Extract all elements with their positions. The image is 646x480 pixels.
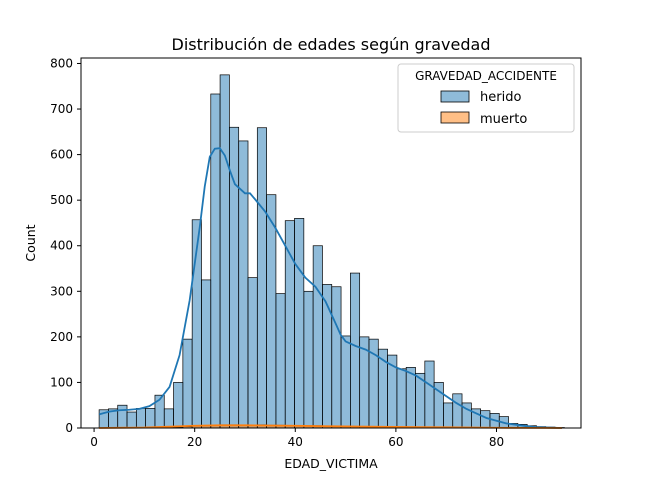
bar-herido-19 <box>275 293 286 429</box>
y-tick-label: 600 <box>50 148 73 162</box>
bar-herido-17 <box>256 127 267 429</box>
bar-herido-35 <box>424 360 435 429</box>
bar-herido-2 <box>117 404 128 429</box>
x-axis: 0 20 40 60 80 <box>90 428 504 449</box>
bar-herido-23 <box>312 245 323 429</box>
bar-herido-18 <box>266 194 277 429</box>
y-tick-label: 100 <box>50 375 73 389</box>
y-axis: 0 100 200 300 400 500 600 700 800 <box>50 56 81 435</box>
bar-herido-15 <box>238 140 249 429</box>
legend: GRAVEDAD_ACCIDENTE herido muerto <box>397 63 575 133</box>
bar-herido-33 <box>405 367 416 429</box>
y-tick-label: 700 <box>50 102 73 116</box>
legend-title: GRAVEDAD_ACCIDENTE <box>415 69 557 83</box>
bar-herido-7 <box>163 408 174 429</box>
kde-line-herido <box>98 147 562 429</box>
bar-herido-32 <box>396 368 407 429</box>
bar-herido-21 <box>294 218 305 429</box>
y-tick-label: 200 <box>50 330 73 344</box>
bar-herido-22 <box>303 290 314 429</box>
legend-label-muerto: muerto <box>480 112 527 127</box>
bar-herido-16 <box>247 277 258 429</box>
bar-herido-11 <box>201 279 212 429</box>
bar-herido-9 <box>182 338 193 429</box>
axes-frame <box>80 57 582 429</box>
y-tick-label: 300 <box>50 284 73 298</box>
bar-herido-4 <box>135 408 146 429</box>
bar-herido-8 <box>173 382 184 429</box>
y-tick-label: 800 <box>50 56 73 70</box>
bar-herido-3 <box>126 411 137 429</box>
x-tick-label: 0 <box>90 435 98 449</box>
y-tick-label: 400 <box>50 239 73 253</box>
x-tick-label: 20 <box>187 435 202 449</box>
x-axis-label: EDAD_VICTIMA <box>284 456 378 471</box>
legend-swatch-muerto <box>440 111 470 124</box>
bar-herido-5 <box>145 408 156 429</box>
bar-herido-26 <box>340 335 351 429</box>
legend-swatch-herido <box>440 90 470 103</box>
bar-herido-13 <box>219 74 230 429</box>
bar-herido-27 <box>350 272 361 429</box>
y-tick-label: 500 <box>50 193 73 207</box>
chart-title: Distribución de edades según gravedad <box>172 35 491 54</box>
bar-herido-38 <box>452 393 463 429</box>
bar-herido-37 <box>443 402 454 429</box>
bar-herido-25 <box>331 286 342 429</box>
x-tick-label: 60 <box>388 435 403 449</box>
y-tick-label: 0 <box>65 421 73 435</box>
x-tick-label: 40 <box>288 435 303 449</box>
legend-label-herido: herido <box>480 90 521 105</box>
x-tick-label: 80 <box>489 435 504 449</box>
y-axis-label: Count <box>23 224 38 261</box>
bar-herido-20 <box>284 220 295 429</box>
bar-herido-12 <box>210 93 221 429</box>
